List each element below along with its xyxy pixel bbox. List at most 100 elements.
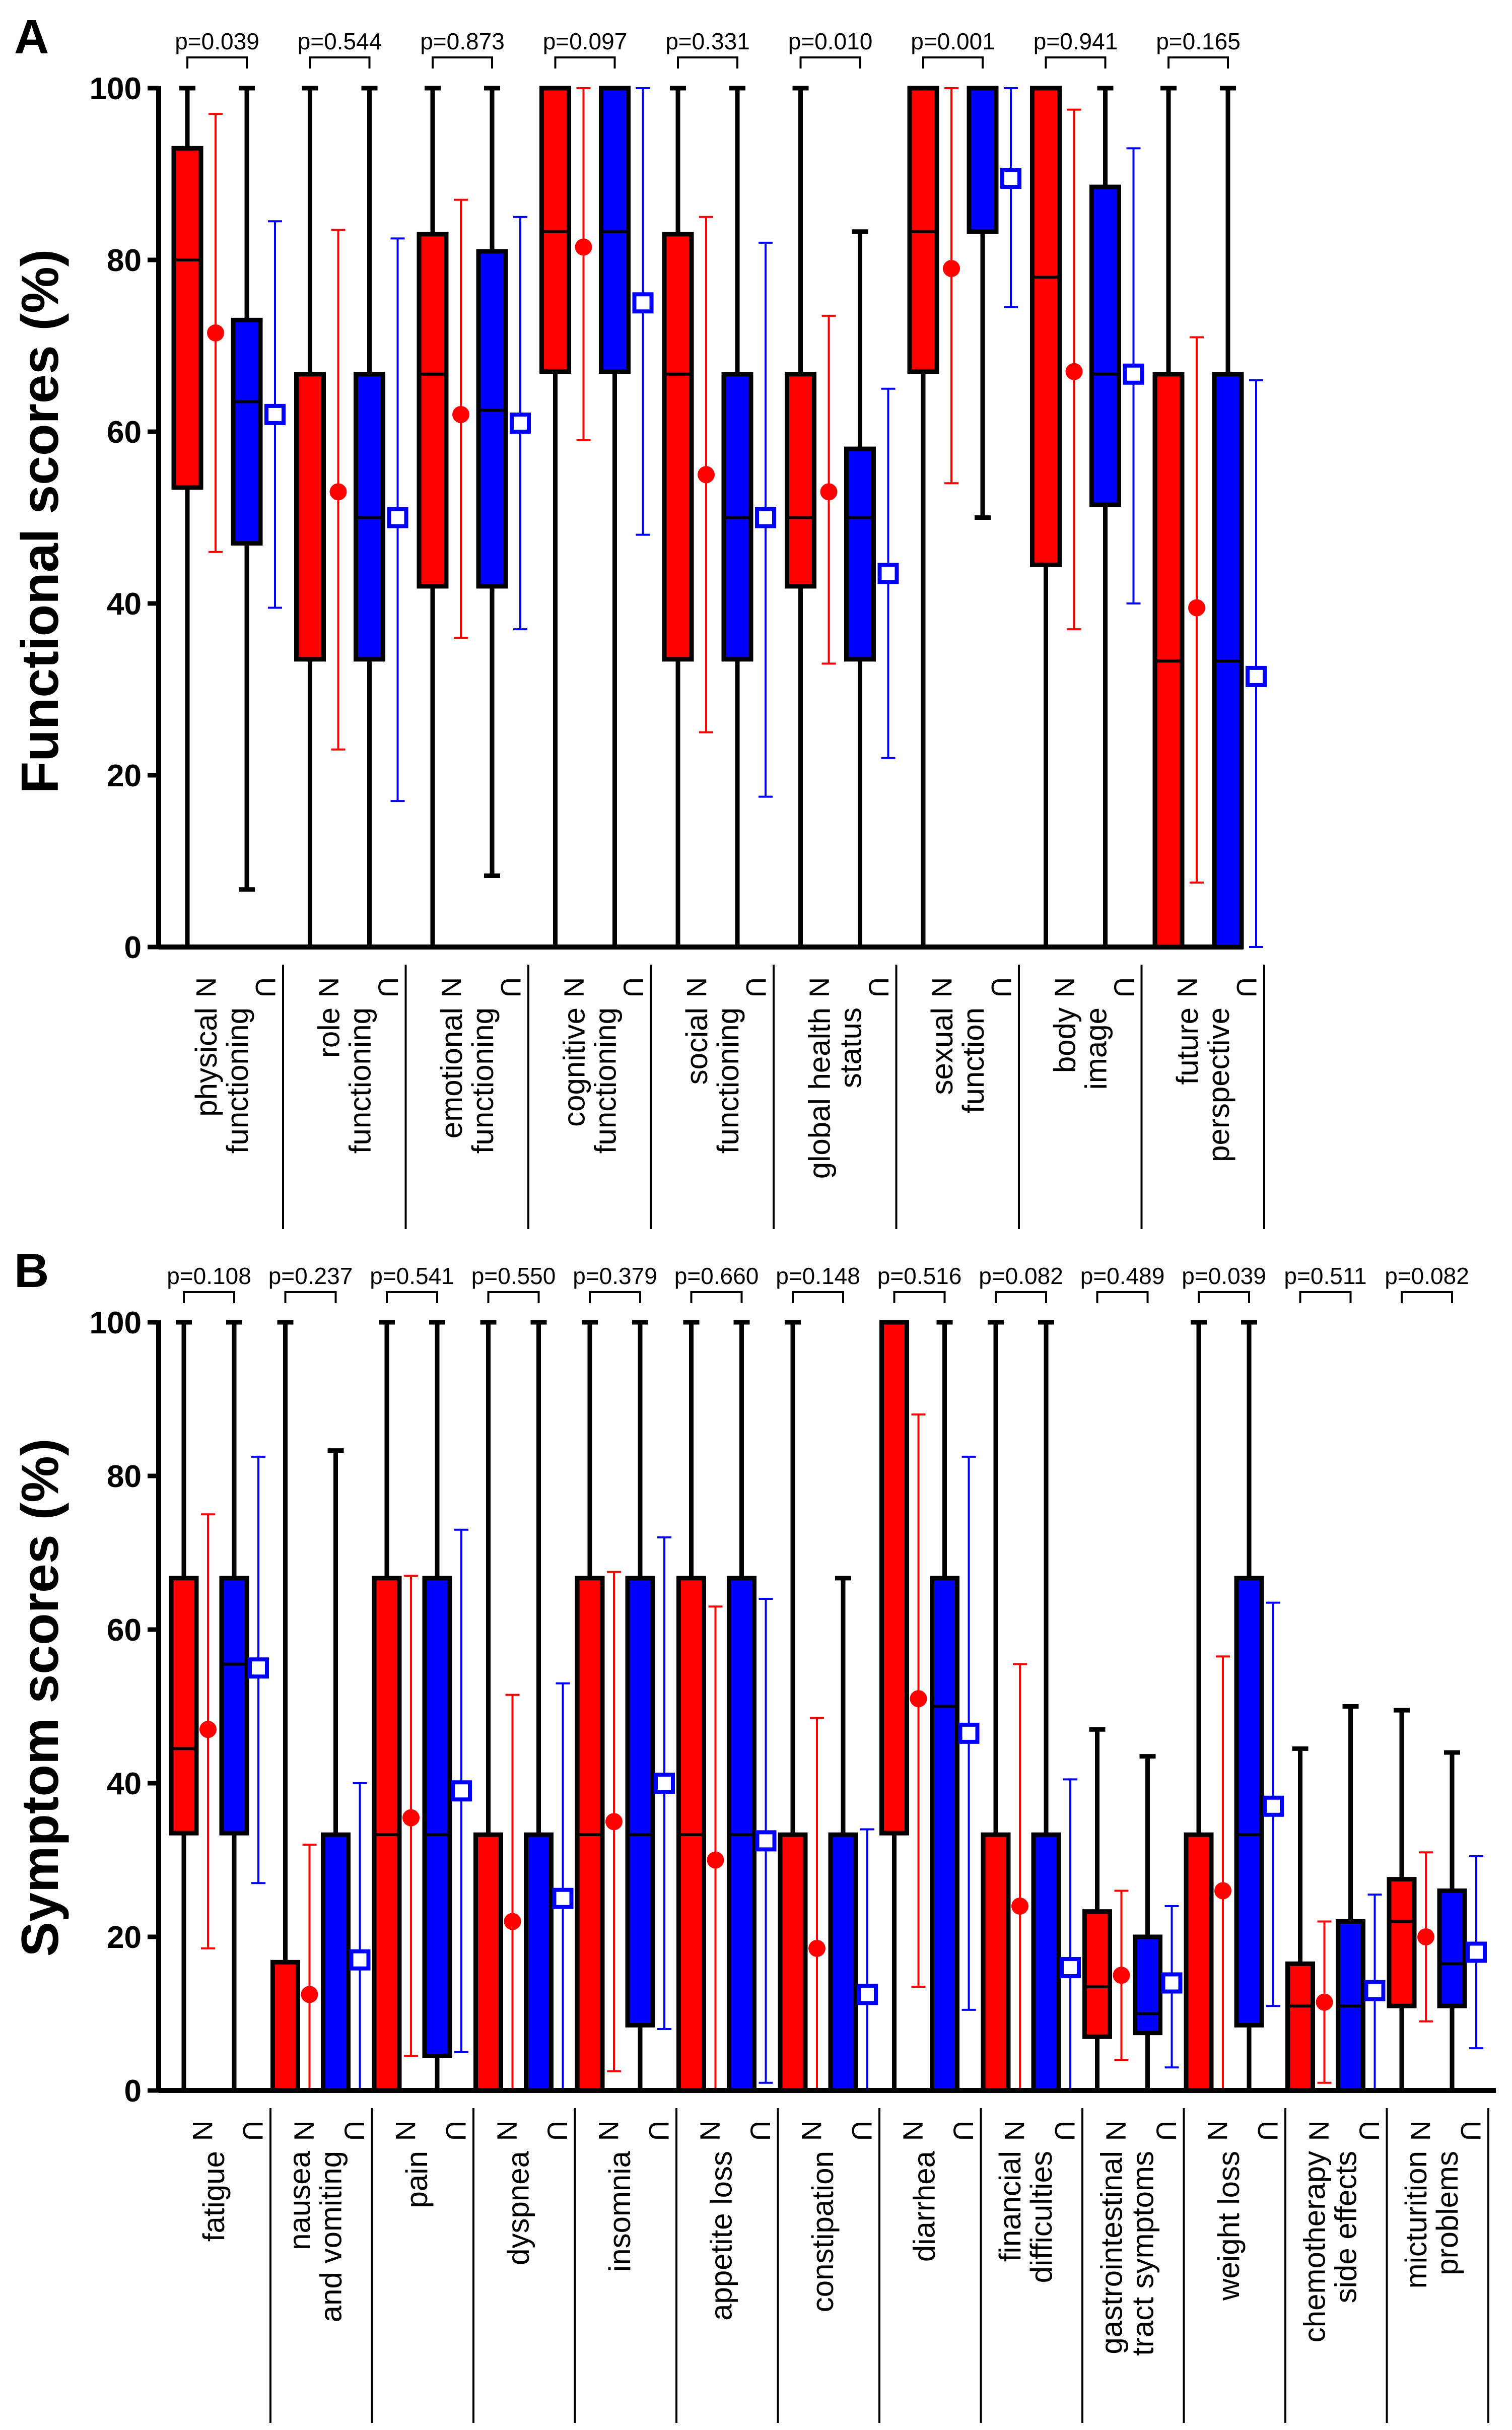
mean-square-U <box>1000 168 1021 189</box>
mean-dot-N <box>910 1690 927 1708</box>
y-tick-label: 0 <box>124 930 142 965</box>
category-label: cognitivefunctioning <box>558 1007 623 1154</box>
mean-square-U <box>755 507 776 528</box>
box-N <box>1030 86 1062 567</box>
p-value-label: p=0.511 <box>1284 1263 1366 1289</box>
category-label-line: functioning <box>711 1007 745 1154</box>
panel-b-y-axis-label: Symptom scores (%) <box>11 1439 70 1957</box>
box-group <box>1030 86 1144 947</box>
p-value-label: p=0.550 <box>471 1263 556 1289</box>
mean-square-U <box>1364 1980 1386 2001</box>
category-label-line: side effects <box>1329 2151 1363 2303</box>
category-label-line: weight loss <box>1212 2151 1246 2301</box>
mean-dot-N <box>575 238 592 256</box>
group-letter-U: U <box>250 977 282 997</box>
p-value-label: p=0.660 <box>674 1263 759 1289</box>
p-value-bracket <box>1401 1291 1453 1303</box>
group-letter-N: N <box>289 2121 320 2141</box>
box-N <box>1082 1909 1112 2039</box>
panel-b-box-groups <box>169 1320 1487 2093</box>
box-U <box>1089 184 1121 507</box>
panel-b-y-ticks: 0 20 40 60 80 100 <box>90 1306 159 2109</box>
category-label: pain <box>400 2151 434 2208</box>
mean-dot-N <box>605 1813 623 1831</box>
box-group <box>1184 1320 1284 2093</box>
box-N <box>981 1832 1011 2093</box>
box-N <box>879 1320 909 1836</box>
panel-a-functional-scores: A Functional scores (%) 0 20 40 60 80 100 p=0… <box>11 10 1267 1229</box>
category-label-line: functioning <box>343 1007 377 1154</box>
box-N <box>785 372 816 589</box>
box-N <box>662 232 694 662</box>
category-label: fatigue <box>197 2151 231 2242</box>
panel-a-axes <box>156 86 1243 950</box>
mean-square-U <box>1246 665 1267 687</box>
category-label: socialfunctioning <box>680 1007 745 1154</box>
box-U <box>930 1576 959 2093</box>
category-label-line: appetite loss <box>705 2151 738 2321</box>
panel-b-letter: B <box>14 1244 49 1298</box>
category-label-line: chemotherapy <box>1298 2151 1332 2342</box>
mean-dot-N <box>1011 1898 1028 1915</box>
category-label: micturitionproblems <box>1399 2151 1464 2288</box>
category-label-line: fatigue <box>197 2151 231 2242</box>
group-letter-U: U <box>1354 2121 1386 2141</box>
panel-b-p-value-brackets: p=0.108 p=0.237 p=0.541 p=0.550 p=0.379 p=0.6… <box>167 1263 1469 1303</box>
group-letter-N: N <box>492 2121 523 2141</box>
box-N <box>171 146 203 490</box>
mean-dot-N <box>1113 1967 1130 1984</box>
category-label-line: and vomiting <box>314 2151 348 2322</box>
category-label: dyspnea <box>502 2150 535 2265</box>
group-letter-N: N <box>898 2121 929 2141</box>
box-group <box>879 1320 980 2093</box>
panel-a-y-axis-label: Functional scores (%) <box>11 249 70 794</box>
group-letter-U: U <box>495 977 527 997</box>
category-label-line: functioning <box>221 1007 254 1154</box>
p-value-label: p=0.516 <box>877 1263 962 1289</box>
box-group <box>907 86 1021 947</box>
box-U <box>524 1832 554 2093</box>
mean-dot-N <box>1065 363 1083 380</box>
mean-dot-N <box>504 1913 521 1930</box>
group-letter-N: N <box>187 2121 219 2141</box>
p-value-bracket <box>432 56 493 69</box>
mean-square-U <box>387 507 408 528</box>
mean-square-U <box>1060 1957 1081 1978</box>
y-tick-label: 20 <box>107 1920 142 1955</box>
p-value-label: p=0.082 <box>979 1263 1063 1289</box>
p-value-bracket <box>1096 1291 1149 1303</box>
mean-dot-N <box>199 1721 217 1738</box>
category-label: global healthstatus <box>803 1007 868 1179</box>
panel-a-letter: A <box>14 10 49 64</box>
p-value-label: p=0.010 <box>788 28 873 54</box>
category-label: emotionalfunctioning <box>435 1007 500 1154</box>
category-label-line: functioning <box>589 1007 623 1154</box>
p-value-label: p=0.331 <box>665 28 750 54</box>
group-letter-N: N <box>593 2121 625 2141</box>
group-letter-U: U <box>1049 2121 1081 2141</box>
category-label-line: sexual <box>925 1007 959 1095</box>
group-letter-N: N <box>796 2121 828 2141</box>
mean-dot-N <box>943 260 960 278</box>
box-group <box>575 1320 675 2093</box>
group-letter-U: U <box>846 2121 878 2141</box>
category-label: financialdifficulties <box>993 2151 1058 2283</box>
box-N <box>473 1832 503 2093</box>
y-tick-label: 100 <box>90 72 142 106</box>
box-U <box>599 86 631 374</box>
group-letter-N: N <box>1101 2121 1132 2141</box>
group-letter-N: N <box>559 977 590 997</box>
p-value-label: p=0.544 <box>298 28 382 54</box>
category-label-line: nausea <box>283 2150 317 2250</box>
category-label-line: emotional <box>435 1007 468 1138</box>
box-U <box>828 1832 858 2093</box>
p-value-bracket <box>690 1291 743 1303</box>
box-N <box>417 232 449 589</box>
box-N <box>907 86 939 374</box>
group-letter-U: U <box>643 2121 675 2141</box>
category-label-line: dyspnea <box>502 2150 535 2265</box>
mean-dot-N <box>1188 599 1205 617</box>
y-tick-label: 80 <box>107 243 142 278</box>
category-label-line: cognitive <box>558 1007 591 1127</box>
